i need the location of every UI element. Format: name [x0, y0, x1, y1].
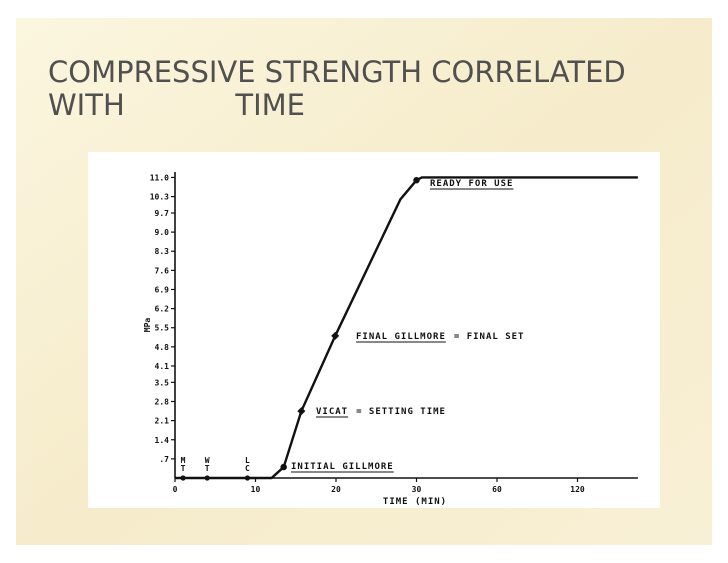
point-marker: [413, 176, 420, 184]
y-tick-label: .7: [159, 455, 169, 464]
point-marker: [280, 463, 287, 471]
annotation-label: = SETTING TIME: [356, 407, 446, 417]
plot: .7 1.4 2.1 2.8 3.5 4.1 4.8 5.5 6.2 6.9 7.6 8.3 9.0 9.…: [143, 172, 638, 507]
y-tick-label: 11.0: [150, 173, 169, 182]
point-marker: [204, 475, 210, 481]
point-label: L: [245, 456, 250, 465]
point-marker: [331, 331, 340, 340]
point-marker: [244, 475, 251, 481]
annotation-label: FINAL GILLMORE: [356, 332, 446, 342]
y-tick-label: 3.5: [155, 378, 170, 387]
x-tick-label: 10: [251, 485, 261, 494]
y-tick-label: 10.3: [150, 193, 169, 202]
y-axis-label: MPa: [143, 318, 152, 333]
annotation-label: = FINAL SET: [454, 332, 525, 342]
y-tick-label: 9.0: [155, 228, 170, 237]
y-tick-label: 4.8: [155, 343, 170, 352]
x-tick-label: 30: [412, 485, 422, 494]
x-tick-label: 60: [492, 485, 502, 494]
x-tick-label: 20: [331, 485, 341, 494]
y-tick-label: 9.7: [155, 209, 170, 218]
annotation-label: VICAT: [316, 407, 348, 417]
annotation-label: READY FOR USE: [430, 179, 513, 189]
x-axis-label: TIME (MIN): [383, 497, 447, 507]
slide-title-line: COMPRESSIVE STRENGTH CORRELATED: [48, 55, 626, 89]
y-tick-label: 8.3: [155, 247, 170, 256]
x-tick-label: 0: [173, 485, 178, 494]
point-label: W: [205, 456, 210, 465]
y-tick-label: 4.1: [155, 362, 170, 371]
y-tick-label: 7.6: [155, 266, 170, 275]
point-marker: [180, 475, 186, 481]
slide-title-line: WITH TIME: [48, 88, 305, 122]
point-label: T: [181, 464, 186, 473]
y-tick-label: 2.8: [155, 398, 170, 407]
chart-panel: [88, 152, 660, 508]
point-label: M: [181, 456, 186, 465]
y-tick-label: 2.1: [155, 417, 170, 426]
annotation-label: INITIAL GILLMORE: [291, 462, 394, 472]
point-label: T: [205, 464, 210, 473]
y-tick-label: 1.4: [155, 436, 170, 445]
point-label: C: [245, 464, 250, 473]
y-tick-label: 6.9: [155, 285, 170, 294]
y-tick-label: 5.5: [155, 324, 170, 333]
point-marker: [297, 407, 306, 416]
y-tick-label: 6.2: [155, 305, 170, 314]
x-tick-label: 120: [570, 485, 585, 494]
